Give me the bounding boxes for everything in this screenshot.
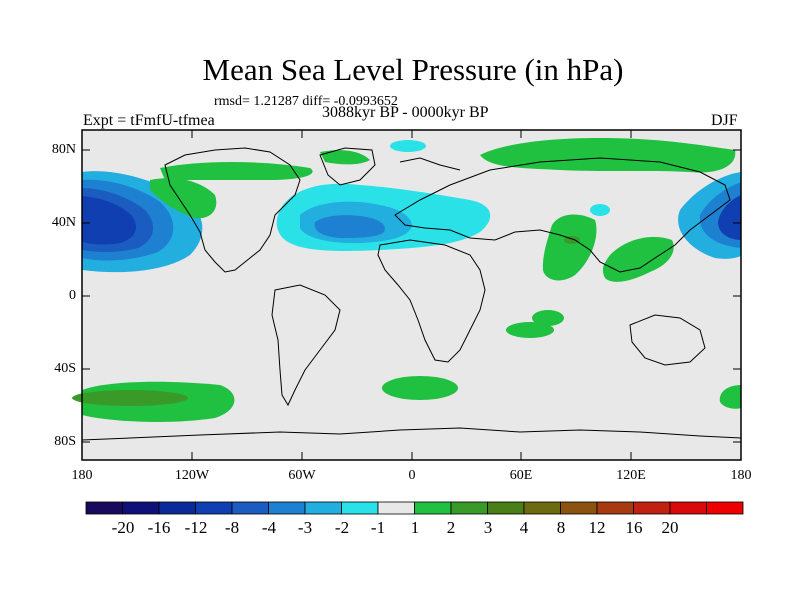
colorbar-label: -8	[224, 518, 240, 537]
lon-label-60e: 60E	[509, 468, 533, 483]
eurasia-coast	[394, 157, 731, 273]
colorbar-label: 4	[519, 518, 529, 537]
colorbar-swatch	[341, 501, 379, 515]
tick-marks	[82, 130, 741, 460]
india-high	[542, 214, 597, 281]
colorbar-swatch	[377, 501, 415, 515]
colorbar-label: -1	[370, 518, 386, 537]
colorbar-swatch	[669, 501, 707, 515]
stats-label: rmsd= 1.21287 diff= -0.0993652	[214, 94, 398, 109]
arctic-low	[390, 140, 426, 152]
colorbar-swatch	[122, 501, 160, 515]
south-pacific-high-core	[72, 390, 188, 406]
colorbar-label: 16	[625, 518, 643, 537]
arabian-high	[532, 310, 564, 326]
antarctica-coast	[81, 427, 742, 441]
southeast-high	[719, 385, 741, 409]
colorbar-label: 1	[410, 518, 420, 537]
colorbar-label: 8	[556, 518, 566, 537]
colorbar-label: 12	[588, 518, 606, 537]
lon-label-180w: 180	[71, 468, 93, 483]
colorbar-swatch	[487, 501, 525, 515]
experiment-label: Expt = tFmfU-tfmea	[83, 112, 215, 129]
lat-label-80n: 80N	[51, 142, 76, 157]
arctic-coast	[399, 157, 461, 171]
colorbar-swatch	[560, 501, 598, 515]
colorbar-swatch	[268, 501, 306, 515]
colorbar-swatch	[450, 501, 488, 515]
lon-label-60w: 60W	[288, 468, 316, 483]
colorbar-swatch	[596, 501, 634, 515]
period-label: 3088kyr BP - 0000kyr BP	[322, 104, 489, 121]
colorbar-label: -4	[261, 518, 277, 537]
plot-title: Mean Sea Level Pressure (in hPa)	[202, 52, 624, 87]
pacific-low-east-core	[718, 195, 741, 240]
colorbar-swatch	[85, 501, 123, 515]
lon-label-120w: 120W	[174, 468, 210, 483]
south-atlantic-high	[382, 376, 458, 400]
arctic-high	[480, 138, 736, 173]
colorbar-swatch	[158, 501, 196, 515]
colorbar-label: -20	[111, 518, 135, 537]
caspian-low	[590, 204, 610, 216]
seasia-high	[602, 236, 674, 282]
pacific-low-core	[82, 196, 136, 245]
colorbar-swatch	[195, 501, 233, 515]
australia-coast	[629, 314, 706, 366]
lon-label-180e: 180	[730, 468, 752, 483]
south-america-coast	[271, 284, 341, 407]
lon-label-120e: 120E	[616, 468, 646, 483]
lat-label-80s: 80S	[54, 434, 76, 449]
atlantic-arc-high	[160, 162, 313, 180]
greenland-coast	[319, 147, 376, 186]
lat-label-40n: 40N	[51, 215, 76, 230]
na-high	[150, 178, 217, 219]
lat-label-40s: 40S	[54, 361, 76, 376]
lat-label-0: 0	[69, 288, 76, 303]
colorbar-label: 20	[661, 518, 679, 537]
colorbar-swatch	[304, 501, 342, 515]
anomaly-contours	[72, 138, 741, 422]
colorbar-label: -2	[334, 518, 350, 537]
colorbar	[85, 501, 744, 515]
colorbar-label: -12	[184, 518, 208, 537]
colorbar-swatch	[523, 501, 561, 515]
colorbar-label: -3	[297, 518, 313, 537]
north-america-coast	[164, 147, 301, 273]
colorbar-swatch	[633, 501, 671, 515]
africa-coast	[377, 239, 486, 363]
atlantic-low-core	[314, 215, 385, 238]
colorbar-swatch	[414, 501, 452, 515]
colorbar-label: 2	[446, 518, 456, 537]
colorbar-swatch	[231, 501, 269, 515]
greenland-high	[320, 150, 370, 165]
colorbar-label: -16	[147, 518, 171, 537]
sa-high	[506, 322, 554, 338]
season-label: DJF	[711, 112, 738, 129]
coastlines	[81, 147, 742, 441]
colorbar-label: 3	[483, 518, 493, 537]
lon-label-0: 0	[408, 468, 416, 483]
colorbar-swatch	[706, 501, 744, 515]
